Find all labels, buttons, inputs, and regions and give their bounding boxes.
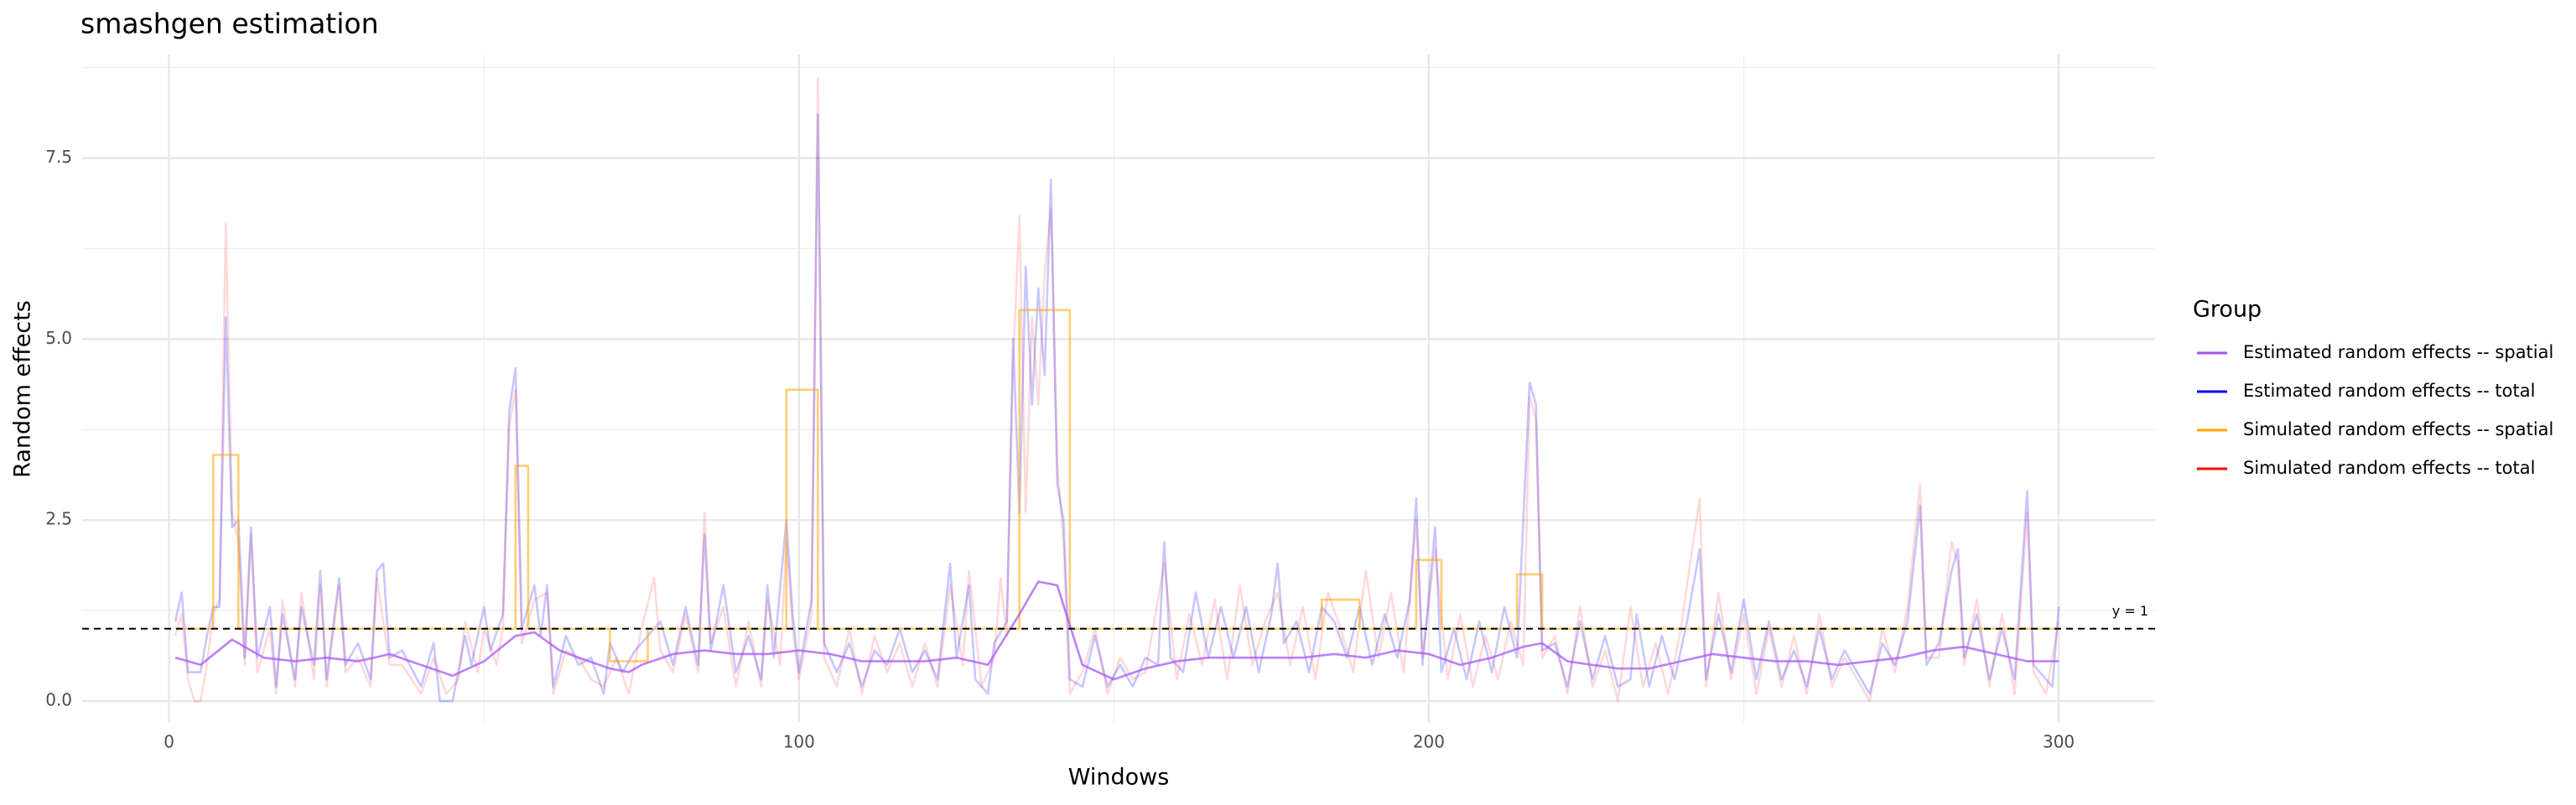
legend-label: Simulated random effects -- spatial [2243,419,2553,439]
grid [82,55,2155,723]
x-tick-label: 200 [1413,732,1445,752]
x-axis-title: Windows [1068,765,1170,791]
series-line [174,77,2060,703]
series-line [174,580,2059,681]
series-line [175,309,2059,662]
legend: Estimated random effects -- spatial Estim… [2197,342,2553,478]
legend-title: Group [2193,297,2262,323]
legend-label: Estimated random effects -- total [2243,381,2535,401]
y-tick-label: 0.0 [45,690,72,710]
x-tick-label: 300 [2043,732,2075,752]
reference-label: y = 1 [2112,603,2148,619]
plot-area [82,77,2155,703]
y-tick-label: 5.0 [45,328,72,348]
y-axis-title: Random effects [10,300,36,478]
chart-title: smashgen estimation [80,8,379,40]
y-tick-label: 7.5 [45,147,72,167]
legend-label: Simulated random effects -- total [2243,458,2535,478]
legend-label: Estimated random effects -- spatial [2243,342,2553,362]
x-tick-label: 0 [164,732,174,752]
x-tick-label: 100 [783,732,815,752]
series-line [174,113,2060,703]
y-tick-label: 2.5 [45,509,72,529]
